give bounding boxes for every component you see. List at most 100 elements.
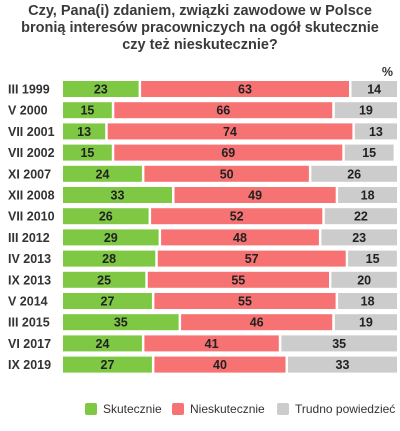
data-label: 28 (102, 252, 116, 266)
bar-segment (63, 271, 146, 288)
legend-label: Skutecznie (103, 402, 162, 416)
bar-segment (288, 356, 397, 373)
category-label: XII 2008 (8, 189, 55, 203)
legend-swatch (172, 403, 184, 415)
bar-segment (157, 250, 346, 267)
data-label: 15 (80, 146, 94, 160)
data-label: 74 (223, 125, 237, 139)
category-label: VII 2001 (8, 125, 55, 139)
data-label: 18 (361, 295, 375, 309)
data-label: 18 (361, 189, 375, 203)
data-label: 15 (80, 104, 94, 118)
data-label: 20 (357, 273, 371, 287)
data-label: 23 (352, 231, 366, 245)
category-label: III 2015 (8, 316, 50, 330)
data-label: 55 (238, 295, 252, 309)
legend-label: Trudno powiedzieć (295, 402, 396, 416)
legend-swatch (85, 403, 97, 415)
bar-segment (63, 335, 142, 352)
bar-segment (144, 335, 279, 352)
category-label: XI 2007 (8, 167, 51, 181)
bar-segment (344, 144, 394, 161)
data-label: 52 (230, 210, 244, 224)
data-label: 15 (366, 252, 380, 266)
data-label: 19 (359, 316, 373, 330)
category-label: VI 2017 (8, 337, 51, 351)
bar-segment (331, 271, 397, 288)
data-label: 66 (216, 104, 230, 118)
bar-segment (107, 123, 353, 140)
data-label: 27 (101, 295, 115, 309)
legend-item: Nieskutecznie (172, 402, 265, 416)
data-label: 41 (205, 337, 219, 351)
data-label: 24 (96, 337, 110, 351)
data-label: 49 (248, 189, 262, 203)
bar-segment (311, 165, 397, 182)
category-label: III 2012 (8, 231, 50, 245)
bar-segment (281, 335, 397, 352)
data-label: 69 (221, 146, 235, 160)
bar-segment (154, 356, 286, 373)
data-label: 55 (231, 273, 245, 287)
data-label: 13 (369, 125, 383, 139)
bar-segment (147, 271, 329, 288)
category-label: V 2014 (8, 295, 48, 309)
data-label: 33 (336, 358, 350, 372)
bar-segment (63, 165, 142, 182)
bar-segment (161, 229, 319, 246)
data-label: 40 (213, 358, 227, 372)
category-label: IX 2013 (8, 273, 51, 287)
legend: Skutecznie Nieskutecznie Trudno powiedzieć (0, 402, 400, 422)
chart-title: Czy, Pana(i) zdaniem, związki zawodowe w… (10, 3, 390, 54)
title-line-3: czy też nieskutecznie? (122, 37, 278, 53)
unit-label: % (382, 65, 393, 79)
bar-segment (338, 187, 397, 203)
bar-segment (63, 81, 139, 97)
data-label: 15 (362, 146, 376, 160)
bar-segment (348, 250, 397, 267)
data-label: 14 (367, 83, 381, 97)
bar-segment (63, 102, 112, 119)
stacked-bar-chart: % III 1999 23 63 14 V 2000 15 66 19 VII 2001 13 74 1… (8, 65, 397, 373)
bar-segment (181, 314, 333, 331)
data-label: 22 (354, 210, 368, 224)
data-label: 26 (99, 210, 113, 224)
bar-segment (321, 229, 397, 246)
data-label: 23 (94, 83, 108, 97)
bar-segment (63, 144, 112, 161)
data-label: 29 (104, 231, 118, 245)
data-label: 13 (77, 125, 91, 139)
bar-segment (334, 102, 397, 119)
bar-segment (63, 293, 152, 309)
bar-segment (141, 81, 349, 97)
bar-segment (63, 187, 172, 203)
legend-label: Nieskutecznie (190, 402, 265, 416)
legend-item: Skutecznie (85, 402, 162, 416)
category-label: III 1999 (8, 83, 50, 97)
bar-segment (154, 293, 336, 309)
bar-segment (63, 314, 179, 331)
data-label: 50 (220, 167, 234, 181)
bar-segment (114, 144, 343, 161)
bar-segment (144, 165, 309, 182)
data-label: 57 (245, 252, 259, 266)
data-label: 35 (332, 337, 346, 351)
bar-segment (151, 208, 323, 225)
legend-swatch (277, 403, 289, 415)
category-label: VII 2010 (8, 210, 55, 224)
bar-segment (174, 187, 336, 203)
data-label: 25 (97, 273, 111, 287)
data-label: 26 (347, 167, 361, 181)
legend-item: Trudno powiedzieć (277, 402, 395, 416)
data-label: 63 (238, 83, 252, 97)
data-label: 27 (101, 358, 115, 372)
data-label: 19 (359, 104, 373, 118)
data-label: 48 (233, 231, 247, 245)
bar-segment (354, 123, 397, 140)
bar-segment (324, 208, 397, 225)
bar-segment (338, 293, 397, 309)
bar-segment (63, 356, 152, 373)
bar-segment (63, 123, 106, 140)
bar-segment (114, 102, 333, 119)
category-label: V 2000 (8, 104, 48, 118)
